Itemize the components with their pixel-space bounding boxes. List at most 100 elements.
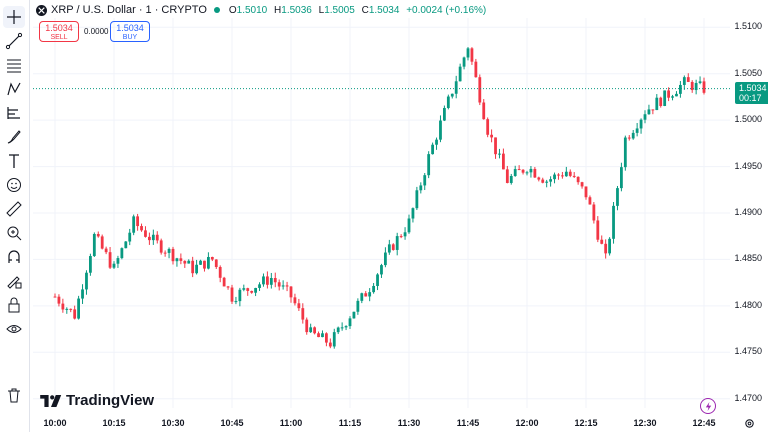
candle-body bbox=[364, 293, 368, 297]
candle-body bbox=[533, 168, 537, 178]
candle-body bbox=[494, 137, 497, 155]
candle-body bbox=[387, 244, 391, 253]
text-tool[interactable] bbox=[3, 150, 25, 172]
candle-body bbox=[435, 139, 438, 145]
candle-body bbox=[568, 171, 572, 176]
candle-body bbox=[667, 90, 670, 98]
buy-button[interactable]: 1.5034 BUY bbox=[110, 21, 150, 42]
symbol-title[interactable]: XRP / U.S. Dollar · 1 · CRYPTO bbox=[51, 4, 207, 16]
time-tick-label: 10:45 bbox=[220, 418, 244, 428]
candle-body bbox=[576, 176, 580, 183]
candle-body bbox=[399, 236, 403, 238]
lock-drawings-icon bbox=[7, 276, 22, 289]
candle-body bbox=[470, 48, 474, 62]
projection-tool[interactable] bbox=[3, 102, 25, 124]
candle-body bbox=[561, 175, 564, 177]
candle-body bbox=[458, 66, 462, 82]
candle-body bbox=[254, 287, 257, 293]
pattern-tool[interactable] bbox=[3, 78, 25, 100]
price-tick-label: 1.4850 bbox=[734, 253, 762, 264]
fib-tool[interactable] bbox=[3, 54, 25, 76]
candle-body bbox=[360, 293, 364, 301]
candle-body bbox=[222, 277, 226, 287]
candle-body bbox=[65, 308, 69, 310]
price-tick-label: 1.5100 bbox=[734, 21, 762, 32]
candle-body bbox=[549, 179, 552, 182]
buy-label: BUY bbox=[122, 34, 138, 41]
candle-body bbox=[395, 236, 399, 250]
time-tick-label: 11:15 bbox=[338, 418, 362, 428]
candle-body bbox=[372, 285, 375, 293]
bar-countdown: 00:17 bbox=[739, 93, 762, 103]
candle-body bbox=[462, 57, 466, 67]
candle-body bbox=[643, 114, 647, 120]
candle-body bbox=[108, 252, 112, 268]
lightning-icon[interactable] bbox=[700, 398, 716, 414]
candle-body bbox=[317, 333, 320, 338]
candle-body bbox=[136, 216, 139, 227]
candle-body bbox=[226, 286, 230, 288]
tradingview-logo[interactable]: TradingView bbox=[40, 392, 154, 409]
sell-button[interactable]: 1.5034 SELL bbox=[39, 21, 79, 42]
candle-body bbox=[266, 276, 269, 285]
candle-body bbox=[525, 172, 529, 174]
change-value: +0.0024 (+0.16%) bbox=[406, 4, 487, 16]
zoom-tool[interactable] bbox=[3, 222, 25, 244]
lock-drawings-tool[interactable] bbox=[3, 270, 25, 292]
candle-body bbox=[600, 239, 604, 244]
candle-body bbox=[332, 332, 336, 347]
candle-body bbox=[529, 168, 533, 173]
candle-body bbox=[604, 243, 608, 254]
crosshair-tool[interactable] bbox=[3, 6, 25, 28]
candle-body bbox=[258, 284, 261, 288]
brush-tool[interactable] bbox=[3, 126, 25, 148]
candle-body bbox=[112, 263, 116, 268]
magnet-tool[interactable] bbox=[3, 246, 25, 268]
eye-tool[interactable] bbox=[3, 318, 25, 340]
ruler-tool[interactable] bbox=[3, 198, 25, 220]
candle-body bbox=[120, 248, 124, 259]
candle-body bbox=[144, 230, 147, 237]
trash-tool[interactable] bbox=[3, 384, 25, 406]
time-tick-label: 11:00 bbox=[279, 418, 303, 428]
candle-body bbox=[427, 154, 431, 176]
candle-body bbox=[482, 102, 486, 120]
gear-icon[interactable] bbox=[744, 418, 755, 429]
spread-value: 0.0000 bbox=[84, 27, 109, 36]
trend-line-tool[interactable] bbox=[3, 30, 25, 52]
candle-body bbox=[293, 297, 297, 304]
pattern-icon bbox=[7, 82, 21, 96]
candle-body bbox=[140, 226, 143, 231]
time-tick-label: 10:15 bbox=[102, 418, 126, 428]
candle-body bbox=[175, 258, 179, 262]
candle-body bbox=[671, 96, 674, 98]
candle-body bbox=[167, 248, 171, 253]
candle-body bbox=[596, 220, 600, 240]
candle-body bbox=[490, 134, 493, 138]
candle-body bbox=[474, 61, 478, 78]
candle-body bbox=[564, 171, 568, 177]
candle-body bbox=[486, 119, 490, 135]
candle-body bbox=[415, 190, 419, 209]
candle-body bbox=[285, 285, 289, 287]
candle-body bbox=[203, 260, 206, 269]
candle-body bbox=[328, 342, 332, 347]
candle-body bbox=[694, 82, 698, 91]
time-tick-label: 10:00 bbox=[43, 418, 67, 428]
candle-body bbox=[368, 292, 372, 297]
candle-body bbox=[191, 260, 195, 274]
candle-body bbox=[612, 205, 615, 239]
candle-body bbox=[214, 259, 218, 268]
candle-body bbox=[450, 93, 454, 97]
candle-body bbox=[207, 256, 210, 269]
emoji-tool[interactable] bbox=[3, 174, 25, 196]
candle-body bbox=[269, 278, 273, 285]
candle-body bbox=[73, 309, 77, 319]
lock-tool[interactable] bbox=[3, 294, 25, 316]
sell-price: 1.5034 bbox=[45, 23, 73, 33]
last-price-tag: 1.5034 00:17 bbox=[735, 82, 768, 104]
candle-body bbox=[584, 186, 588, 198]
trash-icon bbox=[8, 388, 20, 403]
candle-body bbox=[155, 234, 159, 241]
